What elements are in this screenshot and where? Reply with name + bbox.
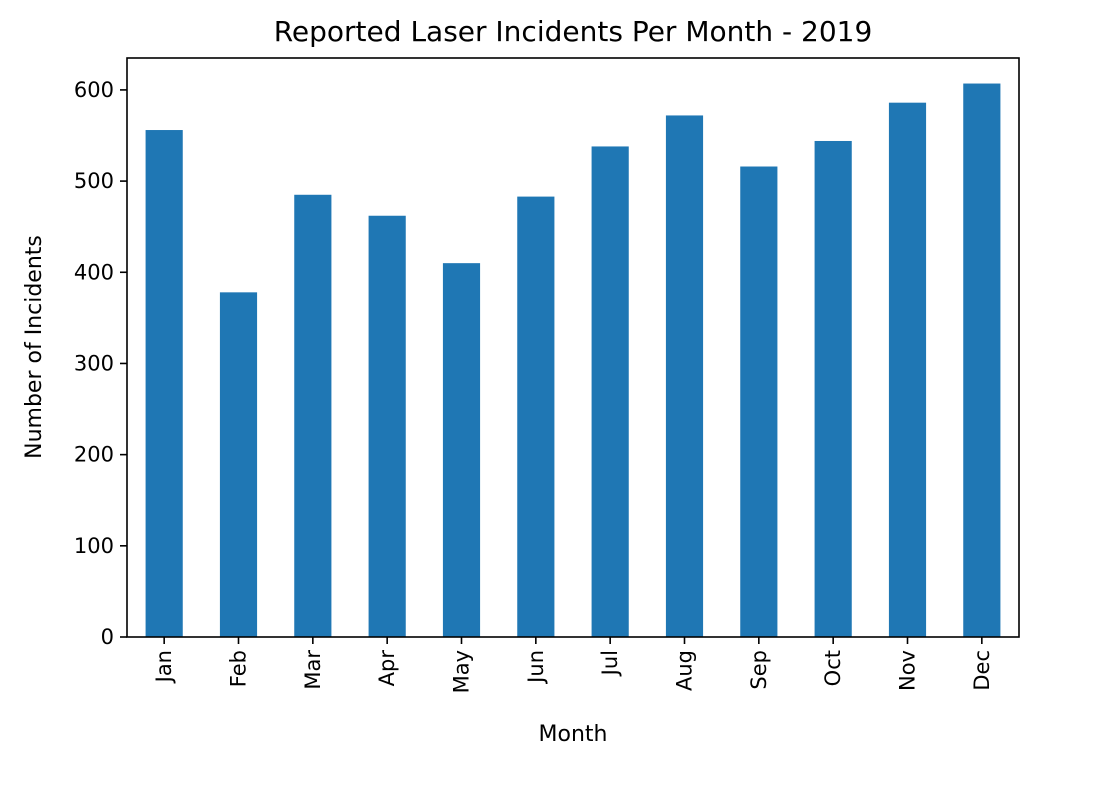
x-tick-label: Jul	[598, 650, 622, 677]
x-tick-label: Feb	[227, 650, 251, 687]
x-tick-label: Jun	[524, 650, 548, 685]
bar-feb	[219, 292, 258, 637]
bar-dec	[963, 83, 1001, 638]
x-tick-label: Oct	[821, 650, 845, 686]
x-tick-label: Dec	[970, 650, 994, 691]
x-ticks-group: Jan Feb Mar Apr May Jun Jul Aug Sep Oct Nov Dec	[152, 637, 994, 693]
bar-mar	[294, 194, 332, 637]
bar-apr	[368, 215, 406, 638]
y-tick-label: 500	[74, 169, 114, 193]
bar-aug	[665, 115, 704, 637]
chart-title: Reported Laser Incidents Per Month - 201…	[274, 15, 873, 48]
bar-sep	[740, 166, 778, 638]
x-tick-label: Nov	[896, 650, 920, 691]
bar-nov	[888, 102, 927, 638]
bars-group	[145, 83, 1001, 638]
bar-may	[442, 263, 481, 637]
y-tick-label: 0	[101, 625, 114, 649]
y-tick-label: 200	[74, 443, 114, 467]
y-tick-label: 400	[74, 260, 114, 284]
y-axis-label: Number of Incidents	[22, 235, 47, 459]
x-tick-label: Aug	[673, 650, 697, 691]
plot-frame	[126, 57, 1020, 638]
x-tick-label: Sep	[747, 650, 771, 690]
y-tick-label: 100	[74, 534, 114, 558]
x-tick-label: Jan	[152, 650, 176, 684]
y-ticks-group: 0 100 200 300 400 500 600	[74, 78, 127, 649]
x-tick-label: Apr	[375, 650, 399, 687]
bar-jul	[591, 146, 629, 637]
bar-oct	[814, 140, 852, 638]
x-tick-label: Mar	[301, 650, 325, 690]
x-axis-label: Month	[539, 722, 608, 747]
bar-jan	[145, 130, 183, 637]
x-tick-label: May	[450, 650, 474, 693]
bar-jun	[517, 196, 555, 637]
y-tick-label: 600	[74, 78, 114, 102]
y-tick-label: 300	[74, 351, 114, 375]
